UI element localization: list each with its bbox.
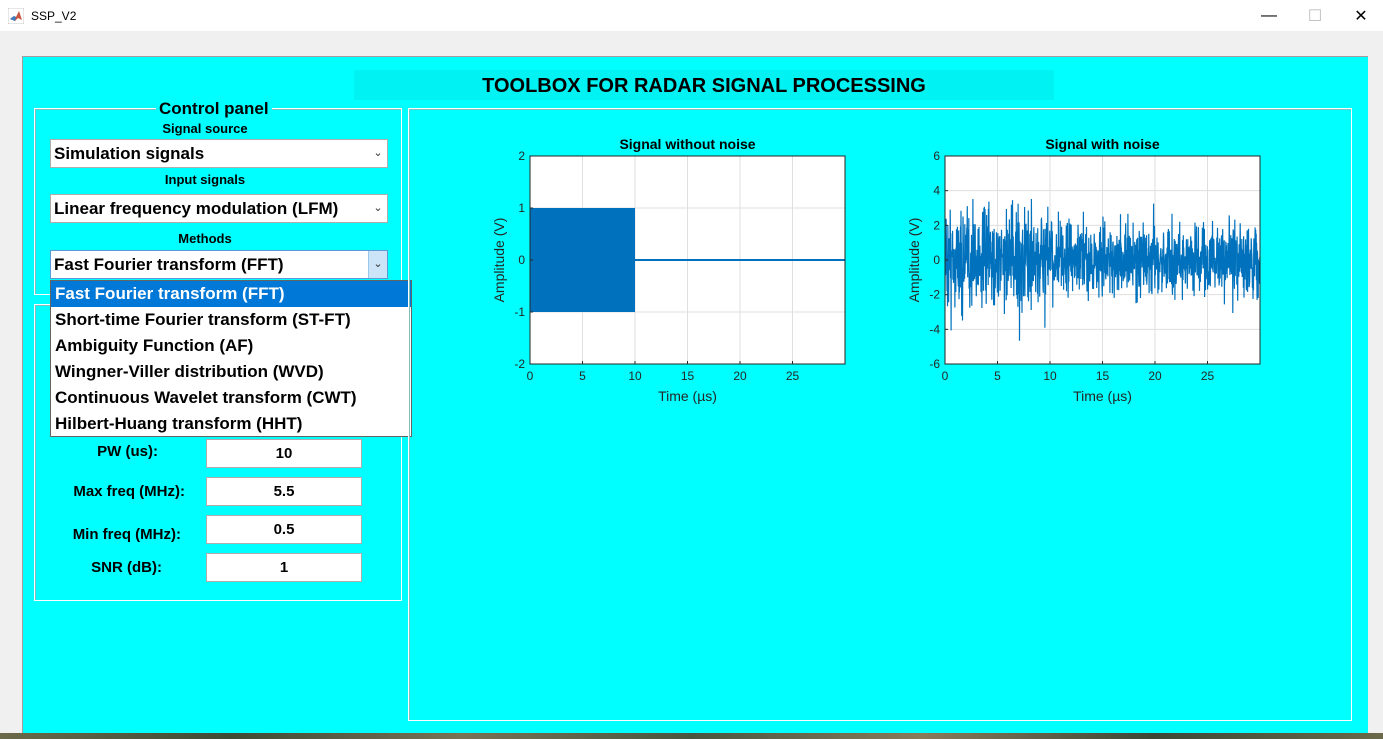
signal-pulse: [530, 208, 635, 312]
y-tick-label: 2: [933, 218, 940, 232]
chevron-down-icon: ⌄: [368, 251, 387, 278]
plot-signal-with-noise: 0 5 10 15 20 25 6 4 2 0 -2 -4 -6 Signal with noise Tim…: [895, 130, 1275, 425]
x-tick-label: 0: [527, 369, 534, 383]
y-tick-label: -4: [929, 322, 940, 336]
x-tick-label: 15: [1096, 369, 1110, 383]
max-freq-input[interactable]: 5.5: [206, 477, 362, 506]
methods-dropdown-list: Fast Fourier transform (FFT) Short-time …: [50, 280, 412, 437]
y-tick-label: 4: [933, 184, 940, 198]
input-signals-label: Input signals: [164, 172, 246, 187]
pw-label: PW (us):: [97, 443, 158, 460]
window-title: SSP_V2: [31, 9, 77, 23]
y-axis-label: Amplitude (V): [491, 218, 507, 303]
x-tick-label: 25: [786, 369, 800, 383]
title-bar: SSP_V2 — ☐ ✕: [0, 0, 1383, 32]
maximize-icon: ☐: [1307, 7, 1323, 25]
close-button[interactable]: ✕: [1338, 0, 1383, 31]
y-tick-label: 1: [518, 201, 525, 215]
y-tick-label: 0: [518, 253, 525, 267]
x-tick-label: 10: [628, 369, 642, 383]
y-axis-label: Amplitude (V): [906, 218, 922, 303]
methods-option-wvd[interactable]: Wingner-Viller distribution (WVD): [55, 362, 324, 381]
pw-input[interactable]: 10: [206, 439, 362, 468]
input-signals-select[interactable]: Linear frequency modulation (LFM) ⌄: [50, 194, 388, 223]
x-tick-label: 20: [733, 369, 747, 383]
signal-source-select[interactable]: Simulation signals ⌄: [50, 139, 388, 168]
chevron-down-icon: ⌄: [373, 202, 383, 214]
noisy-signal-line: [945, 198, 1260, 341]
series-group: [945, 198, 1260, 341]
min-freq-label: Min freq (MHz):: [72, 526, 181, 543]
page-title: TOOLBOX FOR RADAR SIGNAL PROCESSING: [354, 70, 1054, 100]
methods-option-cwt[interactable]: Continuous Wavelet transform (CWT): [55, 388, 357, 407]
y-tick-label: -2: [514, 357, 525, 371]
minimize-icon: —: [1261, 6, 1277, 24]
signal-source-value: Simulation signals: [54, 144, 205, 163]
snr-label: SNR (dB):: [91, 559, 162, 576]
x-tick-label: 10: [1043, 369, 1057, 383]
chart-title: Signal without noise: [619, 136, 755, 152]
minimize-button[interactable]: —: [1246, 0, 1292, 31]
plot-signal-without-noise: 0 5 10 15 20 25 2 1 0 -1 -2 Signal without noise Tim…: [480, 130, 860, 425]
y-tick-label: -2: [929, 288, 940, 302]
methods-option-stft[interactable]: Short-time Fourier transform (ST-FT): [55, 310, 351, 329]
input-signals-value: Linear frequency modulation (LFM): [54, 199, 339, 218]
signal-source-label: Signal source: [162, 121, 248, 136]
matlab-logo-icon: [8, 8, 24, 24]
plots-panel: [408, 108, 1352, 721]
methods-value: Fast Fourier transform (FFT): [54, 255, 284, 274]
x-tick-label: 5: [579, 369, 586, 383]
methods-option-af[interactable]: Ambiguity Function (AF): [55, 336, 254, 355]
desktop-background: [0, 733, 1383, 739]
max-freq-label: Max freq (MHz):: [73, 483, 185, 500]
close-icon: ✕: [1354, 7, 1368, 25]
x-tick-label: 0: [942, 369, 949, 383]
methods-select[interactable]: Fast Fourier transform (FFT) ⌄: [50, 250, 388, 279]
control-panel-title: Control panel: [156, 99, 272, 119]
x-axis-label: Time (µs): [1073, 388, 1132, 404]
methods-option-fft[interactable]: Fast Fourier transform (FFT): [51, 281, 411, 307]
x-tick-label: 15: [681, 369, 695, 383]
chevron-down-icon: ⌄: [373, 147, 383, 159]
y-tick-label: 0: [933, 253, 940, 267]
methods-option-hht[interactable]: Hilbert-Huang transform (HHT): [55, 414, 303, 433]
min-freq-input[interactable]: 0.5: [206, 515, 362, 544]
y-tick-label: 6: [933, 149, 940, 163]
x-tick-label: 5: [994, 369, 1001, 383]
y-tick-label: -6: [929, 357, 940, 371]
x-axis-label: Time (µs): [658, 388, 717, 404]
snr-input[interactable]: 1: [206, 553, 362, 582]
series-group: [530, 208, 845, 312]
y-tick-label: -1: [514, 305, 525, 319]
x-tick-label: 25: [1201, 369, 1215, 383]
methods-label: Methods: [178, 231, 232, 246]
x-tick-label: 20: [1148, 369, 1162, 383]
y-tick-label: 2: [518, 149, 525, 163]
maximize-button[interactable]: ☐: [1292, 0, 1338, 31]
chart-title: Signal with noise: [1045, 136, 1160, 152]
